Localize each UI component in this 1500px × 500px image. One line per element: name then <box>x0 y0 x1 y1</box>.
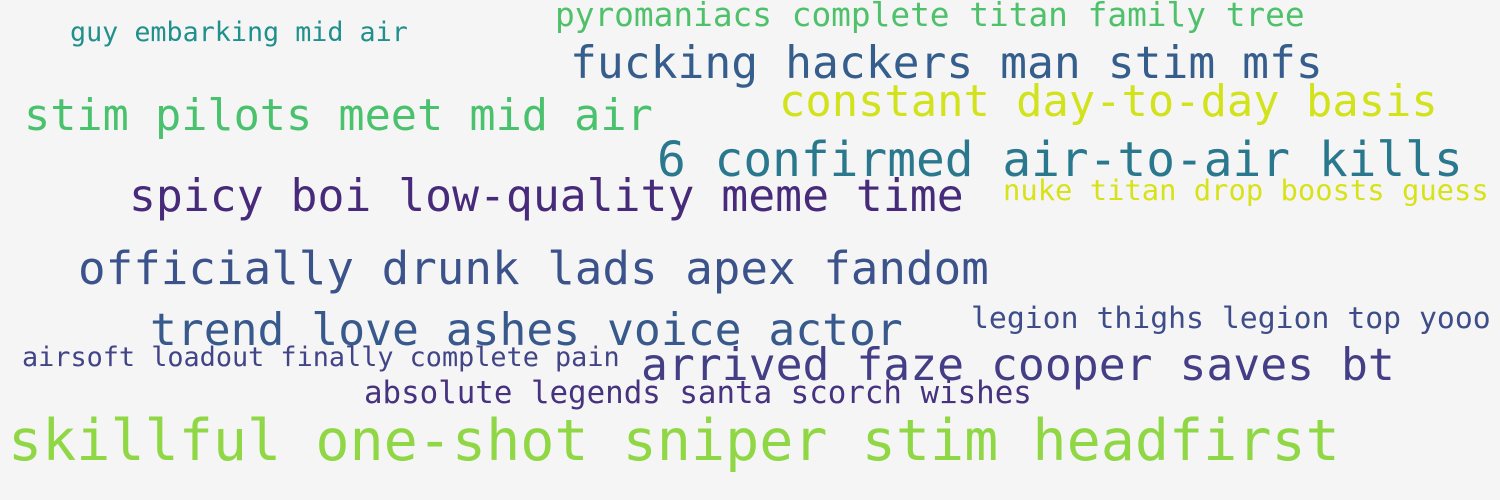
phrase-constant-basis: constant day-to-day basis <box>779 75 1438 127</box>
phrase-absolute-legends: absolute legends santa scorch wishes <box>364 374 1032 411</box>
phrase-confirmed-kills: 6 confirmed air-to-air kills <box>657 133 1463 189</box>
phrase-airsoft-loadout: airsoft loadout finally complete pain <box>22 342 620 374</box>
phrase-trend-love: trend love ashes voice actor <box>150 304 903 357</box>
phrase-legion-thighs: legion thighs legion top yooo <box>971 301 1491 337</box>
phrase-arrived-faze: arrived faze cooper saves bt <box>641 338 1395 392</box>
phrase-pyromaniacs: pyromaniacs complete titan family tree <box>555 0 1305 35</box>
phrase-spicy-boi: spicy boi low-quality meme time <box>129 168 964 222</box>
phrase-officially-drunk: officially drunk lads apex fandom <box>78 240 989 295</box>
phrase-hackers: fucking hackers man stim mfs <box>570 36 1323 89</box>
phrase-guy-embarking: guy embarking mid air <box>70 16 408 48</box>
phrase-nuke-titan: nuke titan drop boosts guess <box>1003 173 1489 208</box>
phrase-skillful-one-shot: skillful one-shot sniper stim headfirst <box>8 408 1340 475</box>
phrase-stim-pilots: stim pilots meet mid air <box>24 91 653 142</box>
